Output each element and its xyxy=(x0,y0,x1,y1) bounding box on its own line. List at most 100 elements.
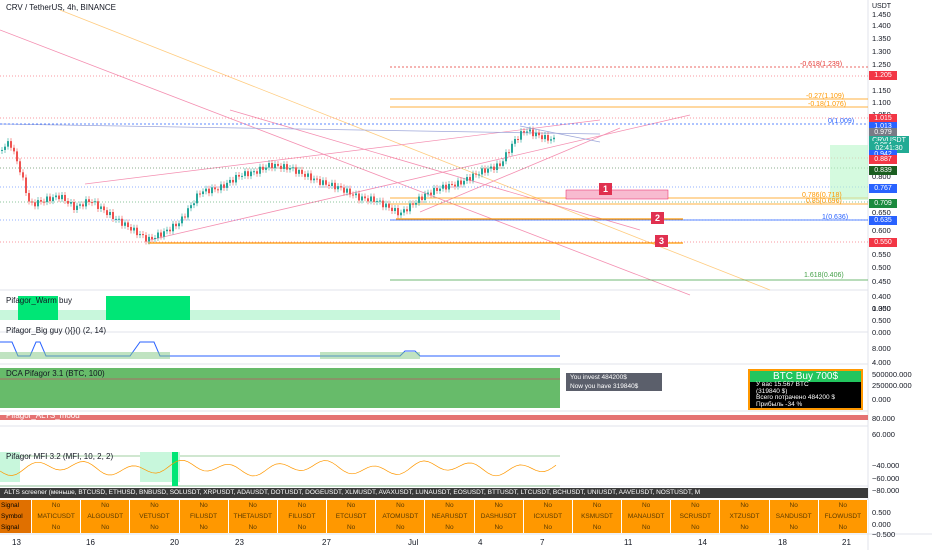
candle-body xyxy=(478,174,480,176)
candle-body xyxy=(169,229,171,232)
screener-signal: No xyxy=(32,522,82,533)
screener-signal: No xyxy=(622,522,672,533)
indicator-mfi[interactable]: Pifagor MFI 3.2 (MFI, 10, 2, 2) xyxy=(6,452,114,461)
candle-body xyxy=(178,223,180,227)
fib-label: 0.786(0.718) xyxy=(802,192,842,199)
candle-body xyxy=(544,135,546,140)
screener-signal: No xyxy=(130,500,180,511)
zone-badge-2: 2 xyxy=(651,212,664,224)
candle-body xyxy=(490,166,492,169)
price-tick: 0.600 xyxy=(872,226,891,235)
candle-body xyxy=(88,199,90,203)
indicator-dca[interactable]: DCA Pifagor 3.1 (BTC, 100) xyxy=(6,369,105,378)
screener-symbol: MATICUSDT xyxy=(32,511,82,522)
candle-body xyxy=(457,180,459,187)
candle-body xyxy=(523,131,525,133)
price-tick: 0.500 xyxy=(872,263,891,272)
screener-header: ALTS screener (меньше, BTCUSD, ETHUSD, B… xyxy=(0,488,868,498)
candle-body xyxy=(403,209,405,213)
candle-body xyxy=(220,184,222,191)
candle-body xyxy=(280,165,282,169)
candle-body xyxy=(373,196,375,202)
candle-body xyxy=(7,141,9,147)
screener-signal: No xyxy=(81,522,131,533)
candle-body xyxy=(172,223,174,232)
candle-body xyxy=(235,174,237,183)
candle-body xyxy=(331,182,333,186)
mfi-signal xyxy=(172,452,178,486)
indicator-big-guy[interactable]: Pifagor_Big guy (){}() (2, 14) xyxy=(6,326,107,335)
projection-zone xyxy=(830,145,868,200)
indicator-tick: 0.500 xyxy=(872,508,891,517)
candle-body xyxy=(106,210,108,216)
candle-body xyxy=(133,227,135,231)
candle-body xyxy=(313,178,315,181)
candle-body xyxy=(340,186,342,188)
candle-body xyxy=(454,184,456,187)
indicator-alts-mood[interactable]: Pifagor_ALTS_mood xyxy=(6,411,80,420)
candle-body xyxy=(517,138,519,140)
candle-body xyxy=(262,166,264,170)
candle-body xyxy=(232,179,234,183)
currency-label: USDT xyxy=(872,3,892,10)
time-tick: 23 xyxy=(235,538,244,547)
btc-holdings-usd: (319840 $) xyxy=(756,387,788,395)
screener-signal: No xyxy=(769,522,819,533)
indicator-tick: 8.000 xyxy=(872,344,891,353)
candle-body xyxy=(394,208,396,212)
candle-body xyxy=(427,192,429,194)
candle-body xyxy=(256,171,258,174)
price-label: 0.942 xyxy=(869,150,897,159)
screener-signal: No xyxy=(523,500,573,511)
candle-body xyxy=(487,168,489,173)
fib-label: -0.18(1.076) xyxy=(808,101,847,108)
time-tick: 14 xyxy=(698,538,707,547)
indicator-warm-buy[interactable]: Pifagor_Warm buy xyxy=(6,296,72,305)
screener-symbol: THETAUSDT xyxy=(228,511,278,522)
indicator-tick: −80.000 xyxy=(872,486,900,495)
candle-body xyxy=(484,168,486,173)
candle-body xyxy=(148,236,150,242)
candle-body xyxy=(535,132,537,137)
dca-area xyxy=(0,368,560,408)
time-tick: 11 xyxy=(624,538,633,547)
price-levels xyxy=(0,66,868,281)
time-tick: 4 xyxy=(478,538,483,547)
screener-symbol: ATOMUSDT xyxy=(376,511,426,522)
alts-screener: ALTS screener (меньше, BTCUSD, ETHUSD, B… xyxy=(0,488,868,534)
candle-body xyxy=(157,232,159,238)
fib-label: -0.618(1.239) xyxy=(800,61,843,68)
fib-label: 0.85(0.696) xyxy=(806,198,842,205)
candle-body xyxy=(316,178,318,180)
candle-body xyxy=(163,231,165,237)
candle-body xyxy=(415,202,417,205)
screener-signal: No xyxy=(277,500,328,511)
screener-symbol: DASHUSDT xyxy=(474,511,524,522)
indicator-tick: −40.000 xyxy=(872,461,900,470)
candle-body xyxy=(4,146,6,150)
candle-body xyxy=(229,179,231,183)
candle-body xyxy=(322,180,324,185)
candle-body xyxy=(55,195,57,198)
candle-body xyxy=(304,173,306,177)
screener-signal: No xyxy=(425,500,475,511)
zone-badge-1: 1 xyxy=(599,183,612,195)
candle-body xyxy=(412,203,414,205)
fib-label: -0.27(1.109) xyxy=(806,93,845,100)
candle-body xyxy=(100,206,102,209)
candle-body xyxy=(274,163,276,169)
screener-signal: No xyxy=(228,522,278,533)
screener-signal: No xyxy=(523,522,573,533)
candle-body xyxy=(367,198,369,202)
fib-label: 1(0.636) xyxy=(822,214,849,221)
candle-body xyxy=(409,203,411,212)
candle-body xyxy=(28,193,30,202)
invest-note: You invest 484200$ xyxy=(566,373,662,382)
price-label: 0.550 xyxy=(869,238,897,247)
screener-signal: No xyxy=(572,500,623,511)
candle-body xyxy=(184,216,186,218)
candle-body xyxy=(337,186,339,190)
candle-body xyxy=(61,194,63,200)
screener-symbol: MANAUSDT xyxy=(622,511,672,522)
